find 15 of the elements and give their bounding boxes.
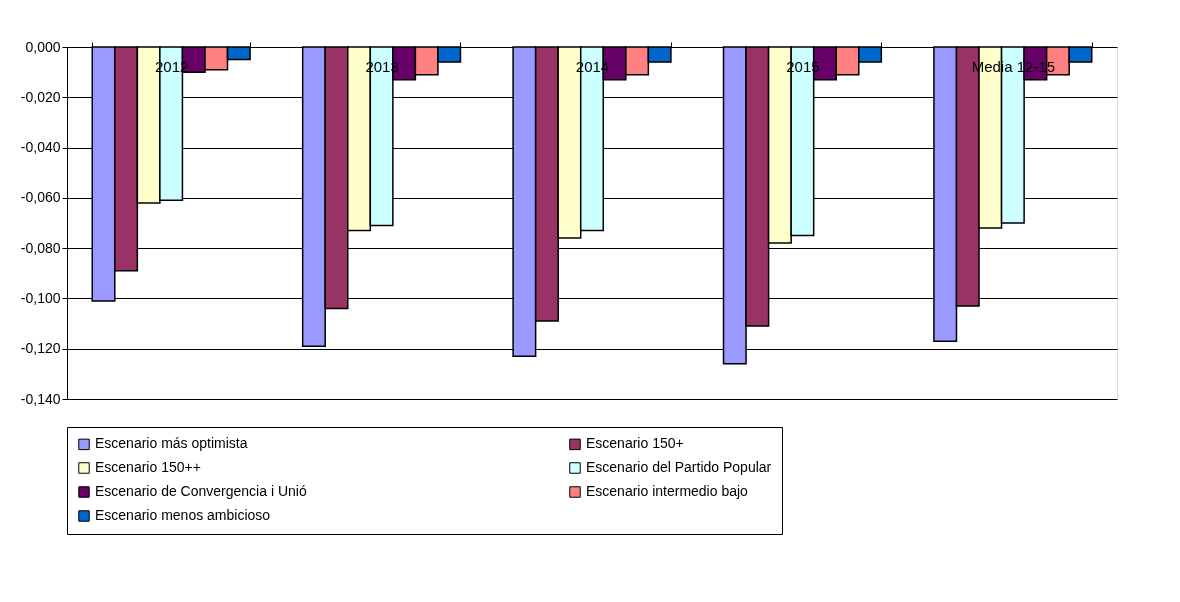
legend-label: Escenario del Partido Popular xyxy=(586,459,772,475)
legend-label: Escenario más optimista xyxy=(95,435,248,452)
y-tick-label: -0,140 xyxy=(20,390,61,407)
y-tick-label: -0,080 xyxy=(20,239,61,256)
legend-label: Escenario de Convergencia i Unió xyxy=(95,483,307,499)
legend-label: Escenario menos ambicioso xyxy=(95,507,271,523)
legend-label: Escenario 150+ xyxy=(586,435,684,452)
legend-label: Escenario intermedio bajo xyxy=(586,483,749,499)
y-tick-label: -0,020 xyxy=(20,88,61,105)
legend-label: Escenario 150++ xyxy=(95,459,201,475)
y-tick-label: -0,100 xyxy=(20,289,61,306)
y-tick-label: -0,120 xyxy=(20,340,61,357)
y-tick-label: -0,060 xyxy=(20,189,61,206)
y-tick-label: -0,040 xyxy=(20,139,61,156)
y-tick-label: 0,000 xyxy=(25,38,61,55)
